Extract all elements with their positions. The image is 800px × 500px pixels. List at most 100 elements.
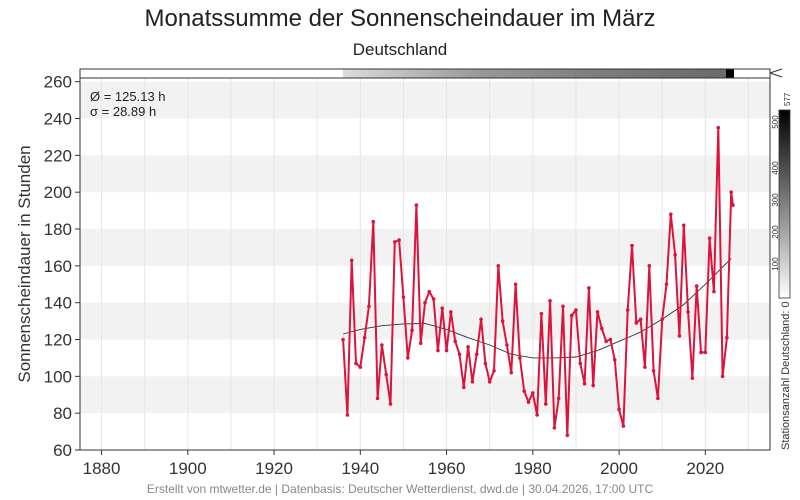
chart-title: Monatssumme der Sonnenscheindauer im Mär… [144, 5, 656, 32]
data-point-1966 [470, 380, 475, 384]
data-point-1971 [492, 369, 496, 373]
data-point-1937 [345, 413, 350, 417]
x-tick-label-1960: 1960 [428, 459, 466, 478]
mean-label: Ø = 125.13 h [90, 89, 166, 104]
data-point-1981 [535, 413, 539, 417]
data-point-1952 [410, 328, 414, 333]
data-point-2026 [729, 190, 733, 194]
data-point-2010 [660, 317, 664, 322]
data-point-2018 [694, 284, 699, 288]
data-point-1996 [600, 326, 604, 331]
x-tick-label-1980: 1980 [514, 459, 552, 478]
data-point-1960 [444, 348, 449, 353]
station-strip-fill [343, 69, 726, 78]
station-scale-tick-300: 300 [771, 193, 780, 207]
data-point-1980 [531, 391, 535, 395]
std-label: σ = 28.89 h [90, 104, 156, 119]
data-point-1983 [543, 402, 548, 406]
station-scale-tick-100: 100 [771, 257, 780, 271]
data-point-1987 [561, 304, 565, 309]
data-point-2009 [656, 396, 660, 401]
data-point-1958 [436, 348, 440, 353]
data-point-1948 [393, 240, 397, 244]
data-point-1994 [591, 383, 595, 388]
data-point-2011 [664, 282, 669, 287]
y-axis-label: Sonnenscheindauer in Stunden [15, 145, 34, 382]
band-240 [80, 81, 770, 119]
data-point-1957 [431, 297, 436, 301]
data-point-2006 [643, 365, 647, 369]
data-point-1973 [500, 319, 505, 323]
data-point-1938 [349, 258, 354, 263]
station-scale-tick-200: 200 [771, 225, 780, 239]
data-point-1956 [427, 289, 432, 294]
data-point-2013 [673, 252, 677, 257]
data-point-1990 [574, 308, 578, 312]
data-point-1965 [466, 345, 470, 349]
y-axis-ticks: 60 80 100 120 140 160 180 200 220 240 260 [44, 73, 80, 460]
data-point-1961 [449, 310, 453, 314]
station-scale-tick-500: 500 [771, 115, 780, 129]
data-point-1974 [505, 343, 509, 347]
chart-subtitle: Deutschland [352, 40, 448, 59]
data-point-2005 [638, 317, 643, 322]
data-point-1968 [479, 317, 483, 322]
data-point-2004 [634, 321, 639, 325]
data-point-1945 [380, 343, 384, 347]
data-point-1962 [453, 339, 457, 344]
data-point-2021 [707, 236, 712, 241]
x-tick-label-1900: 1900 [169, 459, 207, 478]
data-point-1979 [526, 400, 531, 404]
x-tick-label-1920: 1920 [255, 459, 293, 478]
y-tick-label-180: 180 [44, 220, 72, 239]
y-tick-label-100: 100 [44, 367, 72, 386]
data-point-1998 [608, 337, 613, 342]
y-tick-label-60: 60 [53, 441, 72, 460]
data-point-2008 [651, 369, 656, 373]
x-tick-label-1880: 1880 [83, 459, 121, 478]
data-point-1964 [462, 385, 466, 390]
station-scale-bar [778, 109, 791, 299]
data-point-2012 [669, 212, 673, 217]
vertical-gridlines [101, 78, 749, 450]
y-tick-label-200: 200 [44, 183, 72, 202]
data-point-1963 [457, 352, 462, 357]
band-80 [80, 376, 770, 414]
y-tick-label-240: 240 [44, 110, 72, 129]
series-line [342, 126, 734, 437]
x-tick-label-1940: 1940 [341, 459, 379, 478]
data-point-1986 [556, 396, 561, 401]
data-point-1982 [539, 311, 544, 316]
y-tick-label-160: 160 [44, 257, 72, 276]
y-tick-label-140: 140 [44, 294, 72, 313]
data-point-1954 [418, 341, 423, 345]
data-point-1975 [509, 370, 514, 375]
band-200 [80, 155, 770, 193]
y-tick-label-260: 260 [44, 73, 72, 92]
data-point-2000 [617, 407, 621, 412]
data-point-1940 [358, 365, 363, 369]
data-point-2026 [731, 203, 735, 207]
data-point-1955 [423, 300, 427, 305]
y-tick-label-220: 220 [44, 146, 72, 165]
footer-credit: Erstellt von mtwetter.de | Datenbasis: D… [146, 482, 654, 496]
data-point-2020 [703, 350, 708, 355]
data-point-1949 [397, 238, 401, 242]
data-point-1967 [474, 352, 479, 357]
data-point-1978 [522, 389, 526, 393]
data-point-2019 [699, 350, 703, 355]
data-point-2003 [630, 243, 634, 248]
background-bands [80, 81, 770, 414]
series-layer [341, 125, 735, 438]
data-point-2016 [686, 310, 690, 314]
data-point-2015 [681, 223, 686, 228]
data-point-1972 [496, 264, 501, 268]
station-strip-max [726, 69, 734, 78]
data-point-1950 [401, 295, 406, 299]
data-point-2014 [677, 334, 682, 338]
data-point-2001 [621, 424, 626, 428]
data-point-1936 [341, 337, 345, 342]
data-point-2017 [690, 376, 695, 380]
data-point-2022 [712, 289, 716, 294]
x-axis-ticks: 1880 1900 1920 1940 1960 1980 2000 2020 [83, 450, 724, 478]
